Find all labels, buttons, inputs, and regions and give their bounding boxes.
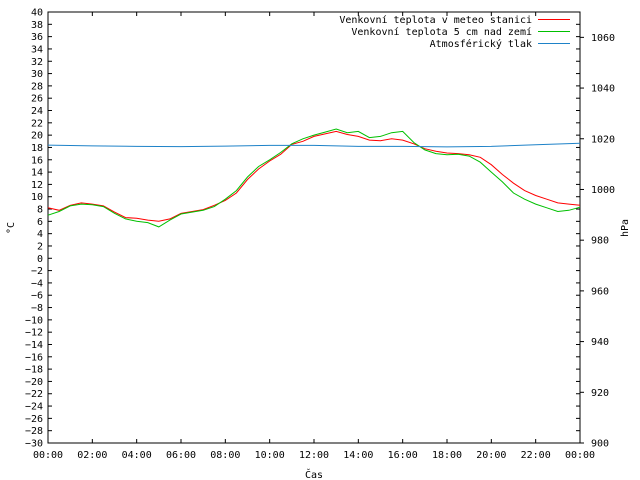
- x-tick-label: 12:00: [299, 450, 329, 461]
- y-tick-label: −4: [31, 278, 43, 289]
- y-tick-label: 14: [31, 168, 43, 179]
- y-tick-label: 4: [37, 229, 43, 240]
- y-tick-label: 36: [31, 32, 43, 43]
- x-tick-label: 22:00: [521, 450, 551, 461]
- y2-tick-label: 960: [591, 286, 609, 297]
- x-tick-label: 16:00: [388, 450, 418, 461]
- x-tick-label: 20:00: [476, 450, 506, 461]
- y2-tick-label: 980: [591, 236, 609, 247]
- y-tick-label: 30: [31, 69, 43, 80]
- y-tick-label: 16: [31, 155, 43, 166]
- series-line-1: [47, 130, 581, 222]
- y-tick-label: −20: [25, 377, 43, 388]
- y-tick-label: 6: [37, 217, 43, 228]
- y-tick-label: 40: [31, 8, 43, 19]
- legend-label-2: Venkovní teplota 5 cm nad zemí: [351, 26, 532, 38]
- y-axis-label: °C: [6, 222, 17, 234]
- x-tick-label: 08:00: [210, 450, 240, 461]
- y-tick-label: 24: [31, 106, 43, 117]
- legend-label-3: Atmosférický tlak: [430, 38, 532, 50]
- legend-label-1: Venkovní teplota v meteo stanici: [339, 14, 532, 26]
- x-tick-label: 04:00: [122, 450, 152, 461]
- y-axis-ticks: −30−28−26−24−22−20−18−16−14−12−10−8−6−4−…: [25, 8, 580, 450]
- x-tick-label: 06:00: [166, 450, 196, 461]
- series-lines: [47, 128, 581, 228]
- y2-tick-label: 1040: [591, 84, 615, 95]
- y-tick-label: −22: [25, 389, 43, 400]
- y-tick-label: 26: [31, 94, 43, 105]
- x-axis-ticks: 00:00 02:00 04:00 06:00 08:00 10:00 12:00 14:00…: [33, 12, 595, 461]
- y-tick-label: −2: [31, 266, 43, 277]
- y2-axis-label: hPa: [620, 219, 631, 237]
- x-axis-label: Čas: [305, 468, 323, 480]
- y-tick-label: −26: [25, 414, 43, 425]
- y-tick-label: 22: [31, 118, 43, 129]
- x-tick-label: 14:00: [343, 450, 373, 461]
- y2-tick-label: 1000: [591, 185, 615, 196]
- y-tick-label: 8: [37, 205, 43, 216]
- x-tick-label: 02:00: [77, 450, 107, 461]
- y2-tick-label: 1060: [591, 33, 615, 44]
- series-line-2: [47, 128, 581, 228]
- series-line-3: [47, 142, 581, 148]
- y2-tick-label: 900: [591, 439, 609, 450]
- x-tick-label: 10:00: [255, 450, 285, 461]
- y-tick-label: −24: [25, 402, 43, 413]
- y-tick-label: −6: [31, 291, 43, 302]
- y-tick-label: 0: [37, 254, 43, 265]
- y-tick-label: −8: [31, 303, 43, 314]
- y-tick-label: 32: [31, 57, 43, 68]
- y-tick-label: 12: [31, 180, 43, 191]
- x-tick-label: 00:00: [33, 450, 63, 461]
- y-tick-label: 20: [31, 131, 43, 142]
- y-tick-label: 28: [31, 81, 43, 92]
- y2-tick-label: 920: [591, 388, 609, 399]
- y-tick-label: −10: [25, 315, 43, 326]
- y-tick-label: 2: [37, 241, 43, 252]
- y-tick-label: −16: [25, 352, 43, 363]
- y2-axis-ticks: 900 920 940 960 980 1000 1020 1040 1060: [580, 33, 615, 450]
- y-tick-label: 18: [31, 143, 43, 154]
- x-tick-label: 00:00: [565, 450, 595, 461]
- y-tick-label: 38: [31, 20, 43, 31]
- y-tick-label: −18: [25, 365, 43, 376]
- y-tick-label: −28: [25, 426, 43, 437]
- y-tick-label: −12: [25, 328, 43, 339]
- legend: Venkovní teplota v meteo staniciVenkovní…: [339, 14, 570, 50]
- y-tick-label: 34: [31, 44, 43, 55]
- y-tick-label: −30: [25, 439, 43, 450]
- y2-tick-label: 1020: [591, 134, 615, 145]
- x-tick-label: 18:00: [432, 450, 462, 461]
- y-tick-label: 10: [31, 192, 43, 203]
- y-tick-label: −14: [25, 340, 43, 351]
- y2-tick-label: 940: [591, 337, 609, 348]
